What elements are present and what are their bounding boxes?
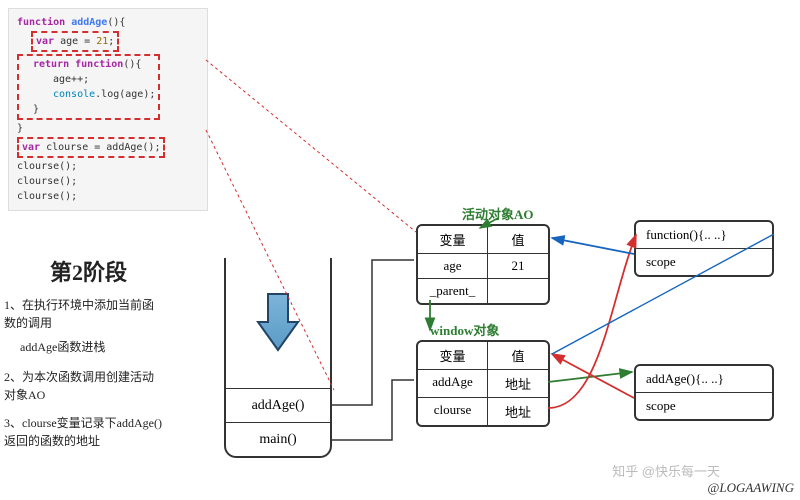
zhihu-watermark: 知乎 @快乐每一天	[612, 461, 720, 480]
ao-table: 变量值 age21 _parent_	[416, 224, 550, 305]
highlight-return-fn: return function(){ age++; console.log(ag…	[17, 54, 160, 120]
addage-function-box: addAge(){.. ..} scope	[634, 364, 774, 421]
step-2: 2、为本次函数调用创建活动对象AO	[4, 368, 164, 404]
author-watermark: @LOGAAWING	[707, 480, 794, 496]
stack-frame-addage: addAge()	[226, 388, 330, 422]
ao-label: 活动对象AO	[462, 204, 534, 223]
highlight-var-age: var age = 21;	[31, 31, 119, 52]
stack-push-arrow-icon	[256, 292, 300, 352]
stage-title: 第2阶段	[50, 255, 127, 287]
stack-frame-main: main()	[226, 422, 330, 456]
window-table: 变量值 addAge地址 clourse地址	[416, 340, 550, 427]
window-label: window对象	[430, 320, 499, 339]
step-3: 3、clourse变量记录下addAge()返回的函数的地址	[4, 414, 164, 450]
step-1: 1、在执行环境中添加当前函数的调用	[4, 296, 164, 332]
code-snippet: function addAge(){ var age = 21; return …	[8, 8, 208, 211]
call-stack: addAge() main()	[224, 258, 332, 458]
step-1b: addAge函数进栈	[20, 338, 105, 356]
inner-function-box: function(){.. ..} scope	[634, 220, 774, 277]
highlight-clourse: var clourse = addAge();	[17, 137, 165, 158]
